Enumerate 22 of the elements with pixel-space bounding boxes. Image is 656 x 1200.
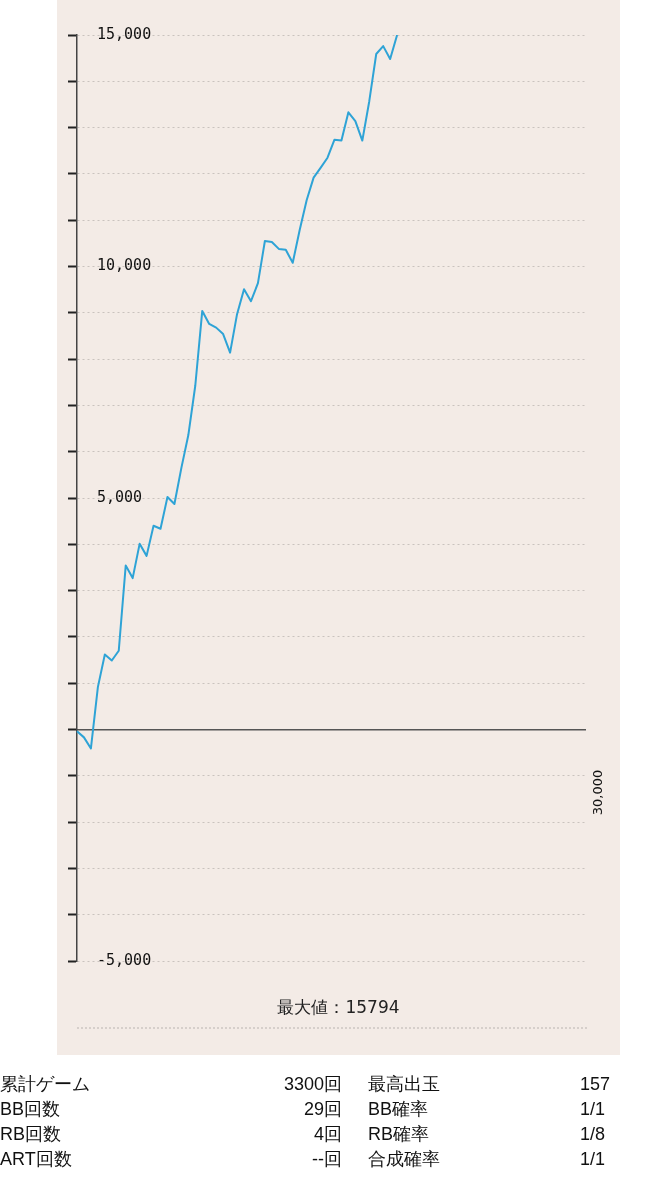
text: 3300回 — [282, 1073, 343, 1096]
y-tick-label: 10,000 — [97, 256, 152, 275]
text: 157 — [579, 1073, 612, 1096]
text: 1/1 — [579, 1098, 607, 1121]
text: 累計ゲーム — [0, 1073, 91, 1096]
text: 1/8 — [579, 1123, 607, 1146]
text: 最高出玉 — [367, 1073, 441, 1096]
y-tick-label: -5,000 — [97, 950, 152, 969]
text: 29回 — [302, 1098, 343, 1121]
y-tick-label: 15,000 — [97, 24, 152, 43]
text: ART回数 — [0, 1148, 73, 1171]
y-tick-label: 5,000 — [97, 487, 143, 506]
text: 4回 — [313, 1123, 343, 1146]
text: RB回数 — [0, 1123, 62, 1146]
text: BB回数 — [0, 1098, 61, 1121]
text: 30,000 — [589, 768, 605, 818]
text: 1/1 — [579, 1148, 607, 1171]
text: 合成確率 — [367, 1148, 441, 1171]
text: RB確率 — [367, 1123, 430, 1146]
text: 最大値：15794 — [276, 996, 401, 1019]
text: --回 — [311, 1148, 343, 1171]
text: BB確率 — [367, 1098, 429, 1121]
